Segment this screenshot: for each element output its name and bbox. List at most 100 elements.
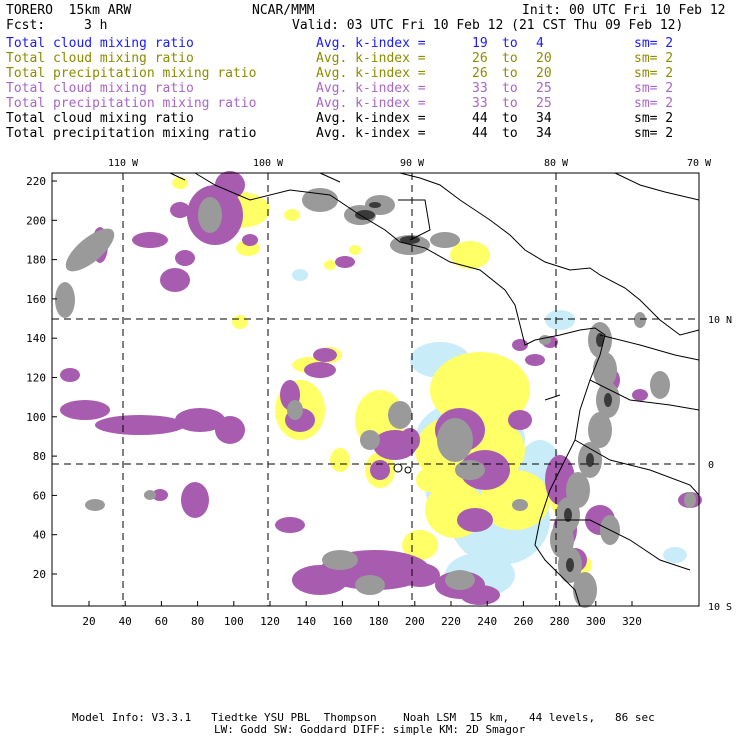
galapagos-island <box>404 466 412 474</box>
cloud-high-region <box>152 489 168 501</box>
cloud-high-region <box>242 234 258 246</box>
x-tick-label: 220 <box>441 615 461 628</box>
cloud-top-region <box>144 490 156 500</box>
k-index-high: 26 <box>472 51 488 66</box>
smoothing-value: sm= 2 <box>634 66 674 81</box>
x-tick-label: 200 <box>405 615 425 628</box>
smoothing-value: sm= 2 <box>634 111 674 126</box>
k-index-label: Avg. k-index = <box>316 51 426 66</box>
cloud-mid-region <box>450 241 490 269</box>
cloud-high-region <box>215 171 245 199</box>
longitude-label: 100 W <box>253 158 284 169</box>
andes-cloud-band <box>588 412 612 448</box>
x-tick-label: 160 <box>332 615 352 628</box>
field-name: Total cloud mixing ratio <box>6 51 194 66</box>
coastline <box>574 439 700 496</box>
cloud-top-region <box>322 550 358 570</box>
smoothing-value: sm= 2 <box>634 96 674 111</box>
cloud-high-region <box>400 428 420 452</box>
x-tick-label: 240 <box>477 615 497 628</box>
longitude-label: 90 W <box>400 158 425 169</box>
cloud-top-region <box>85 499 105 511</box>
cloud-top-region <box>539 335 551 345</box>
cloud-high-region <box>304 362 336 378</box>
x-tick-label: 40 <box>119 615 132 628</box>
cloud-high-region <box>525 354 545 366</box>
longitude-label: 70 W <box>687 158 712 169</box>
k-index-low: 4 <box>536 36 544 51</box>
latitude-label: 10 N <box>708 315 732 326</box>
smoothing-value: sm= 2 <box>634 126 674 141</box>
cloud-high-region <box>313 348 337 362</box>
organization: NCAR/MMM <box>252 3 315 18</box>
cloud-top-region <box>355 575 385 595</box>
k-index-low: 34 <box>536 126 552 141</box>
cloud-mid-region <box>402 530 438 560</box>
cloud-top-region <box>55 282 75 318</box>
field-name: Total precipitation mixing ratio <box>6 126 257 141</box>
x-tick-label: 320 <box>622 615 642 628</box>
k-index-high: 33 <box>472 96 488 111</box>
x-tick-label: 180 <box>369 615 389 628</box>
andes-cloud-core <box>566 558 574 572</box>
cloud-high-region <box>370 460 390 480</box>
k-index-label: Avg. k-index = <box>316 126 426 141</box>
cloud-high-region <box>400 563 440 587</box>
cloud-mid-region <box>284 209 300 221</box>
y-tick-label: 220 <box>26 175 46 188</box>
andes-cloud-core <box>564 508 572 522</box>
cloud-top-region <box>634 312 646 328</box>
k-index-to: to <box>502 126 518 141</box>
k-index-low: 34 <box>536 111 552 126</box>
smoothing-value: sm= 2 <box>634 81 674 96</box>
y-tick-label: 80 <box>33 450 46 463</box>
longitude-label: 110 W <box>108 158 139 169</box>
cloud-mid-region <box>416 468 444 492</box>
x-tick-label: 100 <box>224 615 244 628</box>
y-tick-label: 100 <box>26 411 46 424</box>
k-index-high: 33 <box>472 81 488 96</box>
galapagos-island <box>393 463 403 473</box>
y-tick-label: 60 <box>33 489 46 502</box>
cloud-top-region <box>437 418 473 462</box>
k-index-to: to <box>502 36 518 51</box>
cloud-high-region <box>170 202 190 218</box>
forecast-label: Fcst: <box>6 18 46 33</box>
latitude-label: 10 S <box>708 602 732 613</box>
x-tick-label: 140 <box>296 615 316 628</box>
coastline <box>589 379 700 411</box>
k-index-label: Avg. k-index = <box>316 81 426 96</box>
coastline <box>194 172 606 607</box>
x-tick-label: 80 <box>191 615 204 628</box>
cloud-top-region <box>455 460 485 480</box>
k-index-label: Avg. k-index = <box>316 96 426 111</box>
cloud-high-region <box>508 410 532 430</box>
y-tick-label: 120 <box>26 372 46 385</box>
x-tick-label: 260 <box>513 615 533 628</box>
latitude-label: 0 <box>708 460 714 471</box>
coastline <box>614 172 700 201</box>
cloud-high-region <box>275 517 305 533</box>
cloud-high-region <box>132 232 168 248</box>
y-tick-label: 140 <box>26 332 46 345</box>
smoothing-value: sm= 2 <box>634 36 674 51</box>
cloud-high-region <box>60 368 80 382</box>
andes-cloud-core <box>596 333 604 347</box>
coastline <box>599 334 700 361</box>
cloud-top-region <box>65 228 115 272</box>
andes-cloud-band <box>593 352 617 388</box>
field-name: Total precipitation mixing ratio <box>6 66 257 81</box>
x-tick-label: 20 <box>82 615 95 628</box>
andes-cloud-core <box>586 453 594 467</box>
field-name: Total cloud mixing ratio <box>6 81 194 96</box>
k-index-to: to <box>502 81 518 96</box>
cloud-top-region <box>287 400 303 420</box>
y-tick-label: 20 <box>33 568 46 581</box>
y-tick-label: 160 <box>26 293 46 306</box>
coastline <box>544 394 561 401</box>
cloud-high-region <box>457 508 493 532</box>
y-tick-label: 40 <box>33 529 46 542</box>
k-index-low: 25 <box>536 81 552 96</box>
map-frame <box>51 172 700 607</box>
